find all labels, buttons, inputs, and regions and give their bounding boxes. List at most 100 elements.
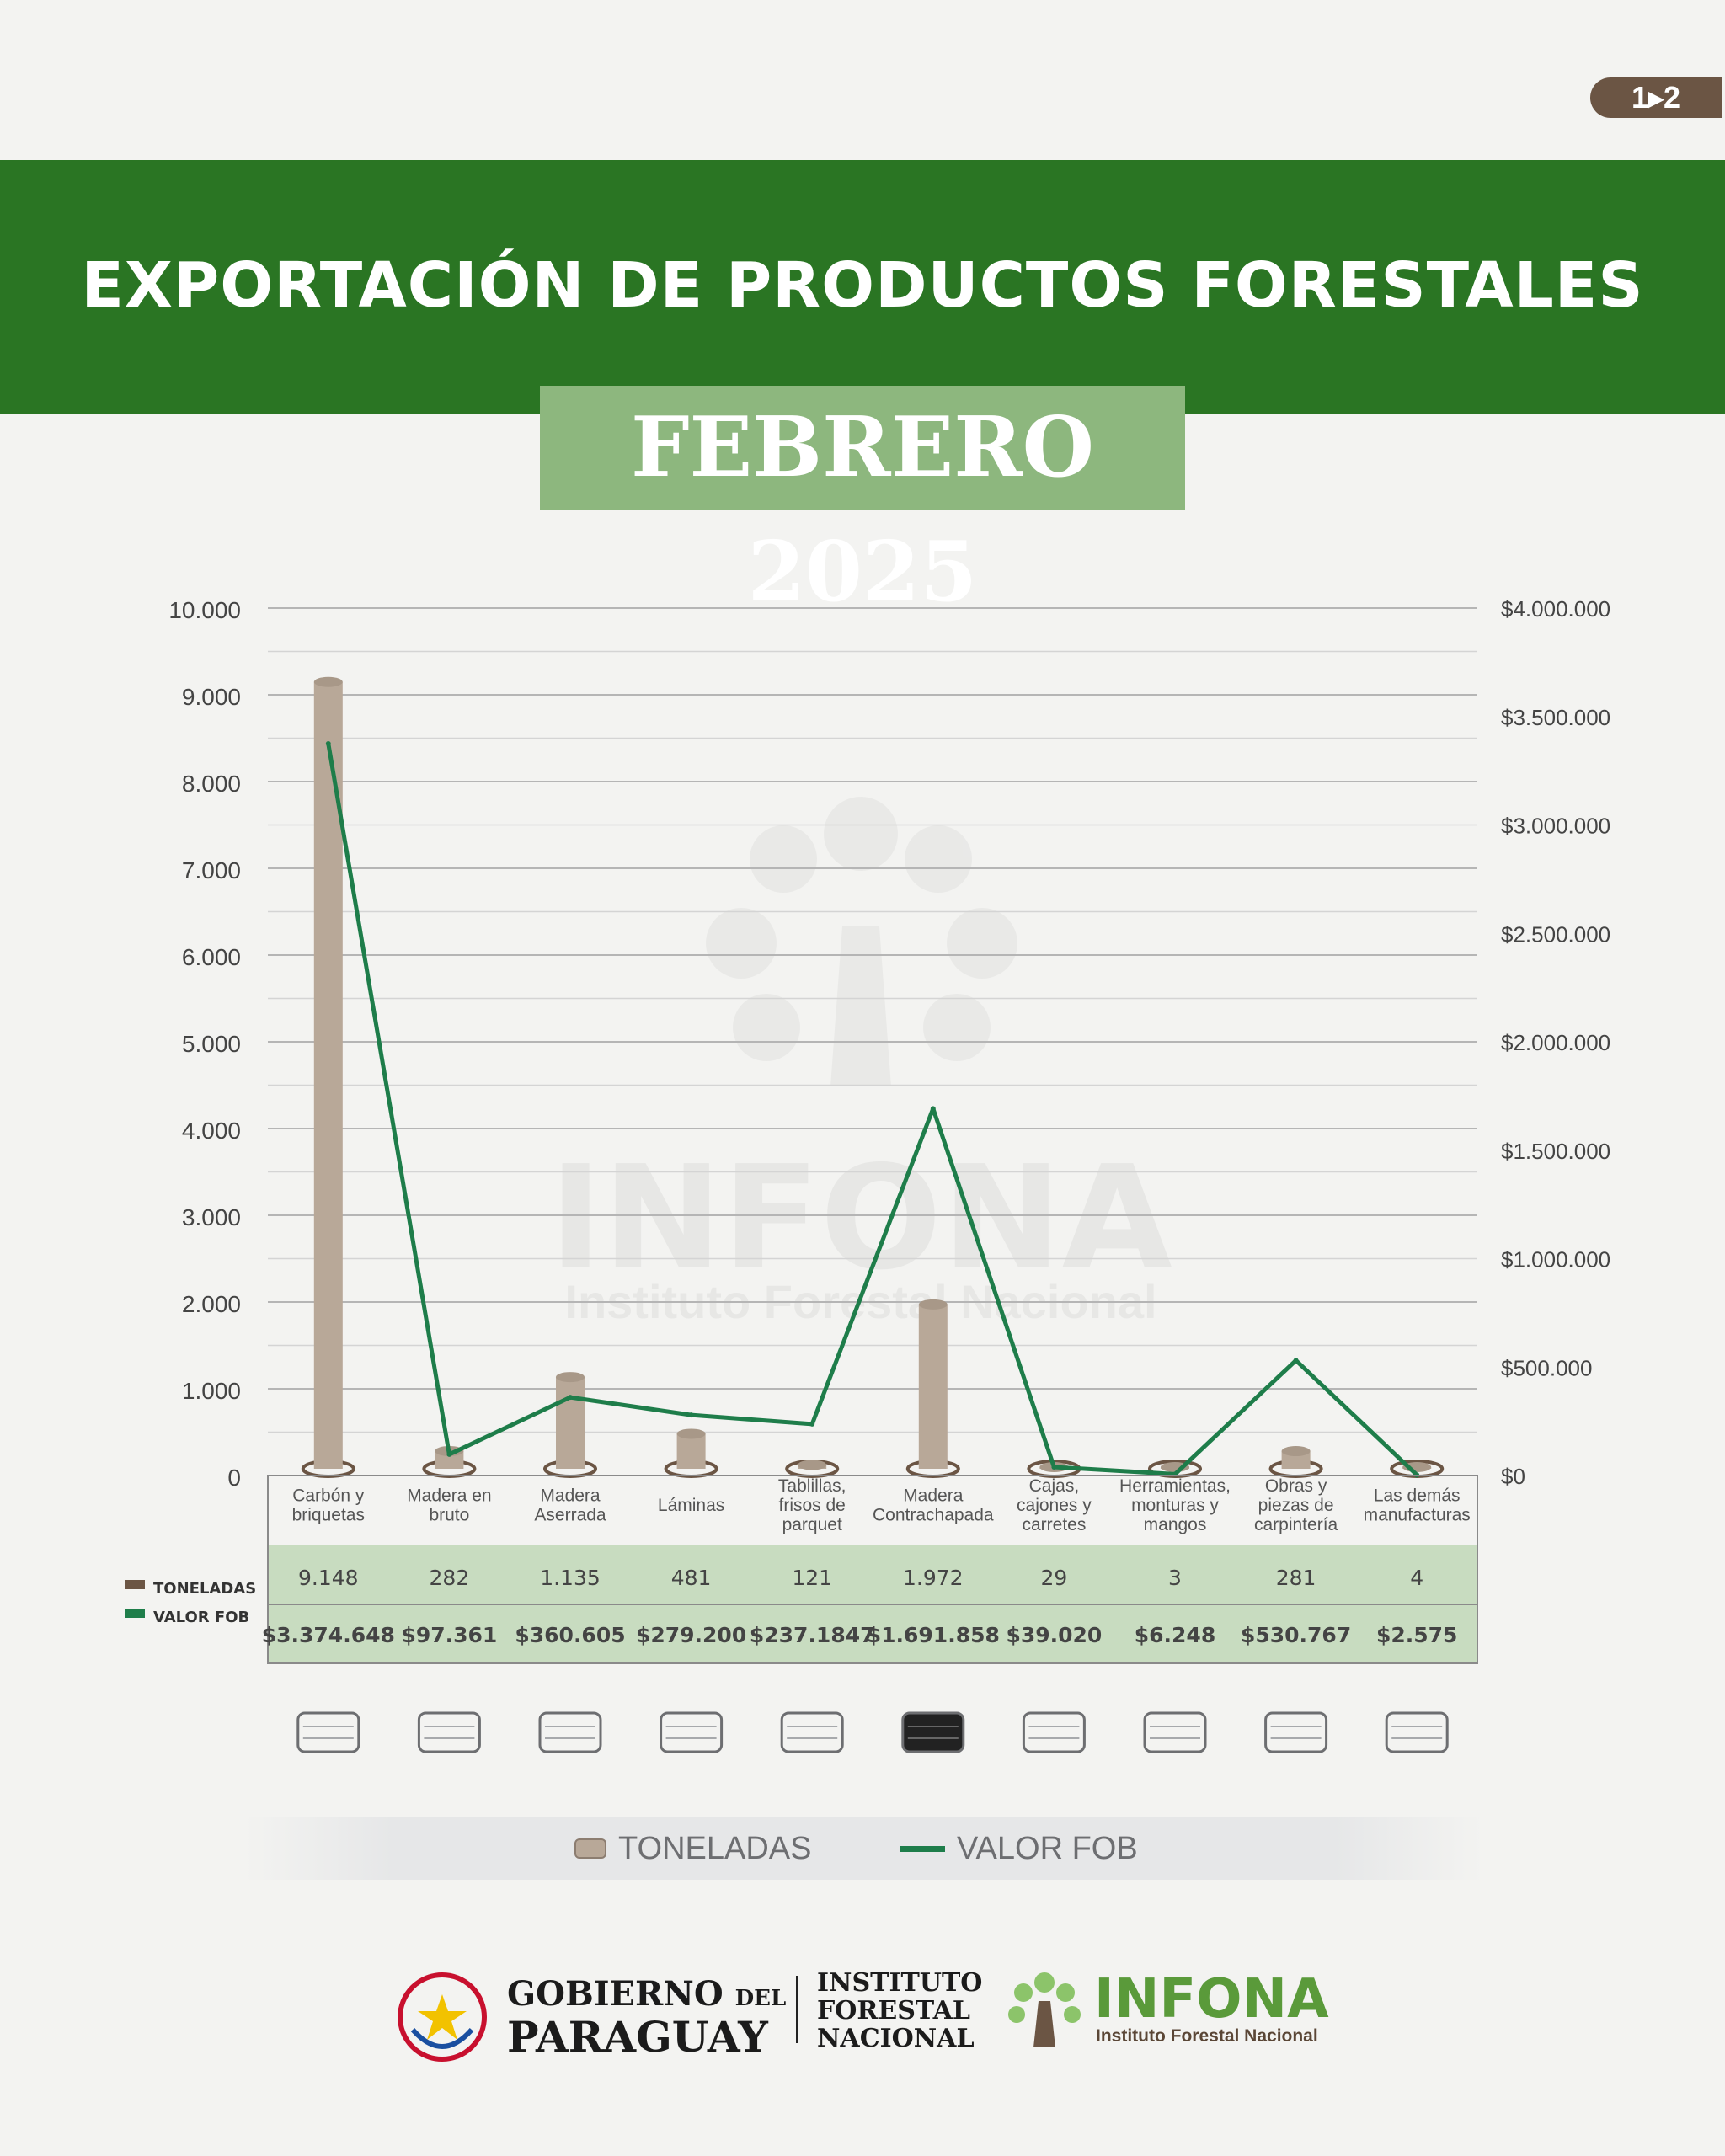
row-label-toneladas: TONELADAS bbox=[153, 1580, 256, 1598]
bar bbox=[1281, 1451, 1311, 1469]
valor-fob-cell: $237.1847 bbox=[750, 1623, 875, 1647]
watermark-trunk bbox=[830, 926, 891, 1086]
institute-line: INSTITUTO bbox=[817, 1968, 983, 1998]
toneladas-cell: 282 bbox=[430, 1566, 470, 1590]
paraguay-seal-icon bbox=[398, 1972, 487, 2062]
icon-shape bbox=[1143, 1711, 1207, 1753]
category-label: Cajas, cajones y carretes bbox=[1017, 1476, 1092, 1534]
left-tick-label: 6.000 bbox=[182, 944, 241, 970]
line-point bbox=[325, 741, 331, 747]
institute-line: NACIONAL bbox=[817, 2024, 975, 2053]
category-label: Madera en bruto bbox=[407, 1486, 491, 1525]
toneladas-cell: 1.135 bbox=[540, 1566, 601, 1590]
icon-shape bbox=[1385, 1711, 1449, 1753]
watermark-leaf bbox=[905, 825, 972, 893]
period-box: FEBRERO 2025 bbox=[540, 386, 1185, 621]
crate-icon bbox=[1022, 1711, 1086, 1753]
toneladas-cell: 281 bbox=[1276, 1566, 1316, 1590]
bar bbox=[435, 1450, 464, 1469]
left-tick-label: 9.000 bbox=[182, 684, 241, 710]
right-tick-label: $3.000.000 bbox=[1501, 814, 1610, 839]
toneladas-cell: 121 bbox=[792, 1566, 832, 1590]
icon-shape bbox=[1022, 1711, 1086, 1753]
right-tick-label: $1.000.000 bbox=[1501, 1247, 1610, 1273]
watermark-leaf bbox=[824, 797, 898, 871]
veneer-roll-icon bbox=[660, 1711, 724, 1753]
valor-fob-cell: $360.605 bbox=[515, 1623, 625, 1647]
bar-cap bbox=[798, 1460, 827, 1470]
watermark-name: INFONA bbox=[549, 1135, 1172, 1302]
toneladas-cell: 1.972 bbox=[903, 1566, 964, 1590]
bar-cap bbox=[676, 1428, 706, 1439]
icon-shape bbox=[901, 1711, 965, 1753]
icon-shape bbox=[417, 1711, 481, 1753]
left-tick-label: 4.000 bbox=[182, 1118, 241, 1144]
icon-shape bbox=[660, 1711, 724, 1753]
institute-name: INSTITUTO FORESTAL NACIONAL bbox=[817, 1969, 982, 2052]
valor-fob-line bbox=[326, 743, 1418, 1477]
gov-line1: GOBIERNO bbox=[507, 1973, 724, 2014]
right-tick-label: $500.000 bbox=[1501, 1355, 1592, 1380]
charcoal-icon bbox=[296, 1711, 360, 1753]
line-point bbox=[930, 1106, 936, 1112]
bar bbox=[556, 1377, 585, 1469]
legend-label: VALOR FOB bbox=[957, 1831, 1138, 1866]
carpentry-icon bbox=[1264, 1711, 1328, 1753]
lumber-icon bbox=[538, 1711, 602, 1753]
log-icon bbox=[417, 1711, 481, 1753]
left-tick-label: 5.000 bbox=[182, 1031, 241, 1057]
toneladas-cell: 4 bbox=[1410, 1566, 1423, 1590]
tool-handle-icon bbox=[1143, 1711, 1207, 1753]
footer: GOBIERNO DEL PARAGUAY INSTITUTO FORESTAL… bbox=[0, 1954, 1725, 2072]
institute-line: FORESTAL bbox=[817, 1996, 970, 2025]
watermark-leaf bbox=[706, 908, 777, 979]
category-label: Madera Contrachapada bbox=[873, 1486, 994, 1525]
bar-cap bbox=[313, 676, 343, 687]
left-tick-label: 0 bbox=[227, 1465, 241, 1491]
left-tick-label: 3.000 bbox=[182, 1204, 241, 1230]
left-tick-label: 1.000 bbox=[182, 1378, 241, 1404]
divider bbox=[796, 1976, 798, 2043]
row-swatch-toneladas bbox=[125, 1580, 145, 1589]
line-point bbox=[688, 1412, 694, 1418]
line-point bbox=[1293, 1358, 1299, 1364]
gov-logo: GOBIERNO DEL PARAGUAY bbox=[396, 1971, 786, 2063]
bar-cap bbox=[918, 1299, 948, 1310]
plywood-icon bbox=[901, 1711, 965, 1753]
toneladas-cell: 9.148 bbox=[298, 1566, 359, 1590]
category-label: Madera Aserrada bbox=[534, 1486, 606, 1525]
data-table-frame bbox=[267, 1475, 1478, 1664]
right-tick-label: $1.500.000 bbox=[1501, 1139, 1610, 1164]
line-point bbox=[809, 1421, 815, 1427]
right-tick-label: $2.500.000 bbox=[1501, 921, 1610, 947]
valor-fob-cell: $3.374.648 bbox=[262, 1623, 395, 1647]
watermark: INFONA Instituto Forestal Nacional bbox=[549, 797, 1172, 1328]
left-tick-label: 10.000 bbox=[168, 597, 241, 623]
bar bbox=[313, 681, 343, 1469]
icon-shape bbox=[296, 1711, 360, 1753]
right-tick-label: $0 bbox=[1501, 1464, 1525, 1489]
parquet-icon bbox=[780, 1711, 844, 1753]
valor-fob-cell: $1.691.858 bbox=[867, 1623, 1000, 1647]
valor-fob-cell: $2.575 bbox=[1376, 1623, 1457, 1647]
watermark-leaf bbox=[947, 908, 1017, 979]
valor-fob-cell: $6.248 bbox=[1135, 1623, 1215, 1647]
watermark-leaf bbox=[750, 825, 817, 893]
category-label: Tablillas, frisos de parquet bbox=[778, 1476, 846, 1534]
icon-shape bbox=[780, 1711, 844, 1753]
category-label: Carbón y briquetas bbox=[292, 1486, 365, 1525]
line-icon bbox=[900, 1845, 945, 1852]
legend: TONELADAS VALOR FOB bbox=[244, 1817, 1482, 1880]
tree-icon bbox=[1008, 1972, 1081, 2047]
infona-logo: INFONA Instituto Forestal Nacional bbox=[1007, 1967, 1329, 2052]
page-indicator[interactable]: 1▸2 bbox=[1590, 77, 1722, 118]
infona-subtitle: Instituto Forestal Nacional bbox=[1096, 2026, 1318, 2046]
legend-item-valor-fob: VALOR FOB bbox=[900, 1817, 1138, 1880]
legend-label: TONELADAS bbox=[618, 1831, 812, 1866]
left-tick-label: 2.000 bbox=[182, 1291, 241, 1317]
valor-fob-cell: $279.200 bbox=[636, 1623, 746, 1647]
right-tick-label: $4.000.000 bbox=[1501, 596, 1610, 622]
toneladas-cell: 481 bbox=[671, 1566, 712, 1590]
category-label: Obras y piezas de carpintería bbox=[1254, 1476, 1338, 1534]
